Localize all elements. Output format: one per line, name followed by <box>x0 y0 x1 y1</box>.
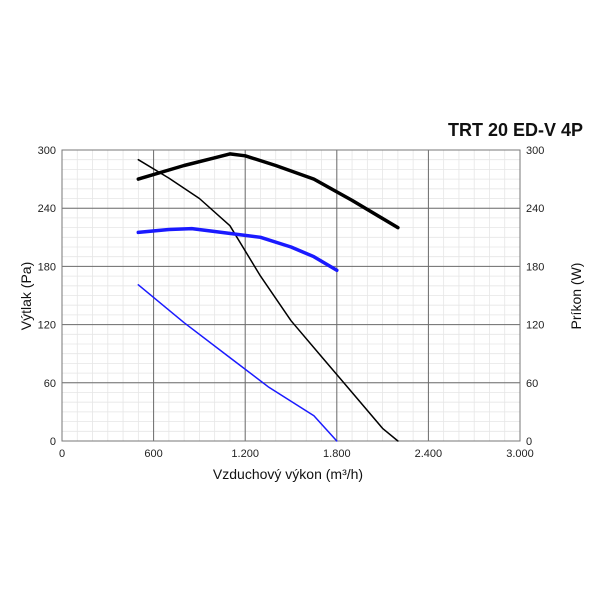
y2-tick-label: 180 <box>526 261 544 273</box>
plot-frame <box>61 149 521 442</box>
series-line-2 <box>137 158 399 442</box>
series-line-4 <box>137 284 338 442</box>
x-axis-label: Vzduchový výkon (m³/h) <box>213 466 363 482</box>
y-tick-label: 300 <box>38 145 56 157</box>
tick-labels: 0 600 1.200 1.800 2.400 3.0000601201802403000… <box>38 145 545 460</box>
x-tick-label: 3.000 <box>506 448 534 460</box>
y2-tick-label: 60 <box>526 378 538 390</box>
y-tick-label: 0 <box>50 436 56 448</box>
grid <box>61 149 521 442</box>
series-line-1 <box>136 152 400 230</box>
y2-tick-label: 240 <box>526 203 544 215</box>
y2-tick-label: 300 <box>526 145 544 157</box>
series-group <box>136 152 400 442</box>
y2-tick-label: 120 <box>526 320 544 332</box>
x-tick-label: 600 <box>144 448 162 460</box>
y-tick-label: 180 <box>38 261 56 273</box>
x-tick-label: 1.200 <box>231 448 259 460</box>
y-tick-label: 240 <box>38 203 56 215</box>
chart-title: TRT 20 ED-V 4P <box>448 120 583 140</box>
y2-axis-label: Príkon (W) <box>568 263 584 330</box>
y-tick-label: 60 <box>44 378 56 390</box>
series-line-3 <box>136 226 339 273</box>
y2-tick-label: 0 <box>526 436 532 448</box>
y-axis-label: Výtlak (Pa) <box>18 262 34 330</box>
x-tick-label: 2.400 <box>415 448 443 460</box>
x-tick-label: 0 <box>59 448 65 460</box>
x-tick-label: 1.800 <box>323 448 351 460</box>
y-tick-label: 120 <box>38 320 56 332</box>
